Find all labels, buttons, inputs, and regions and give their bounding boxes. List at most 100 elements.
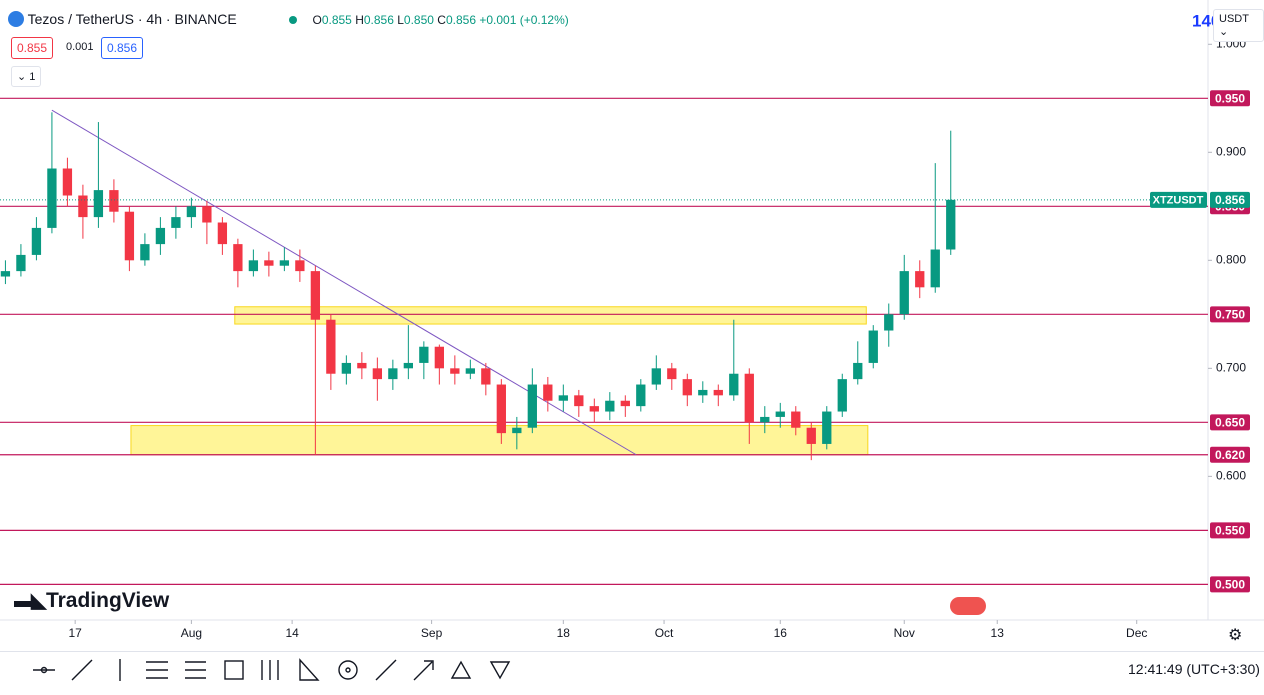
- candle-body: [388, 368, 398, 380]
- last-price-name: XTZUSDT: [1153, 195, 1204, 207]
- candle-body: [155, 227, 166, 245]
- tool-arrow-down[interactable]: [489, 661, 511, 680]
- timezone[interactable]: (UTC+3:30): [1186, 661, 1260, 677]
- level-label: 0.620: [1215, 448, 1245, 462]
- candle-body: [558, 395, 568, 401]
- candle-body: [744, 373, 754, 423]
- x-tick-label: 14: [285, 626, 299, 640]
- level-label-box: [1210, 306, 1250, 323]
- candle-body: [434, 346, 444, 369]
- y-tick-label: 0.700: [1216, 360, 1246, 374]
- level-label: 0.950: [1215, 91, 1245, 105]
- level-label-box: [1210, 446, 1250, 463]
- settings-icon[interactable]: ⚙: [1228, 627, 1243, 644]
- tool-arrow[interactable]: [413, 660, 434, 681]
- clock: 12:41:49 (UTC+3:30): [1128, 661, 1260, 677]
- candle-body: [651, 368, 661, 385]
- candle-body: [140, 244, 150, 261]
- candle-body: [357, 362, 367, 369]
- trendline: [51, 109, 637, 456]
- tool-circle[interactable]: [338, 660, 358, 680]
- market-status: [288, 16, 297, 24]
- level-label-box: [1210, 414, 1250, 431]
- last-price-label: 0.856: [1215, 193, 1245, 207]
- ask-button[interactable]: 0.856: [101, 37, 144, 59]
- candle-body: [806, 427, 816, 444]
- y-tick-label: 0.900: [1216, 144, 1246, 158]
- events-icon[interactable]: [950, 597, 986, 618]
- candle-body: [930, 249, 940, 288]
- toolbar-icons: [33, 658, 511, 681]
- candle-body: [946, 199, 956, 250]
- candle-body: [636, 384, 646, 407]
- last-price-box: [1210, 191, 1250, 208]
- candle-body: [31, 227, 42, 255]
- candle-body: [713, 389, 723, 396]
- x-tick-label: 17: [68, 626, 82, 640]
- candle-body: [822, 411, 832, 444]
- level-label-box: [1210, 576, 1250, 593]
- tool-brush[interactable]: [375, 659, 397, 681]
- candle-body: [620, 400, 630, 407]
- events-badge: [950, 597, 986, 615]
- ohlc-value: 0.855: [321, 13, 352, 27]
- indicator-count: 1: [29, 71, 36, 83]
- candle-body: [248, 260, 259, 272]
- candle-body: [124, 211, 135, 261]
- tool-pattern[interactable]: [261, 660, 279, 680]
- last-price-name-box: [1150, 191, 1207, 208]
- tool-rectangle[interactable]: [224, 660, 244, 680]
- symbol-bar: Tezos / TetherUS · 4h · BINANCE O0.855 H…: [8, 11, 569, 27]
- candle-body: [109, 190, 119, 212]
- candle-body: [512, 427, 522, 434]
- candle-body: [264, 260, 274, 266]
- candle-body: [0, 271, 11, 277]
- y-tick-label: 0.800: [1216, 252, 1246, 266]
- candle-body: [682, 379, 692, 396]
- x-tick-label: Nov: [894, 626, 915, 640]
- tool-arrow-up[interactable]: [450, 660, 472, 679]
- tool-parallel-channel[interactable]: [146, 661, 168, 679]
- candle-body: [496, 384, 506, 434]
- candle-body: [295, 260, 305, 272]
- candle-body: [310, 271, 321, 320]
- candle-body: [93, 190, 104, 218]
- level-label: 0.550: [1215, 524, 1245, 538]
- ohlc-value: 0.850: [403, 13, 434, 27]
- level-label: 0.650: [1215, 416, 1245, 430]
- ohlc-key: H: [355, 13, 364, 27]
- candle-body: [868, 330, 878, 363]
- candle-body: [279, 260, 290, 266]
- tool-horizontal-ray[interactable]: [33, 666, 55, 674]
- candle-body: [574, 395, 584, 407]
- candle-body: [853, 362, 863, 380]
- level-label: 0.750: [1215, 307, 1245, 321]
- candle-body: [589, 406, 599, 412]
- currency-select[interactable]: USDT ⌄: [1213, 9, 1264, 42]
- candle-body: [465, 368, 475, 374]
- brand-name: TradingView: [45, 589, 170, 612]
- candle-body: [217, 222, 228, 245]
- ohlc-value: 0.856: [363, 13, 394, 27]
- tool-trendline[interactable]: [71, 659, 93, 681]
- chart: تحلیل تزوس | قسمت 6 | تایم فریم 4 ساعته …: [0, 0, 1264, 650]
- candle-body: [837, 379, 847, 412]
- tool-fib[interactable]: [185, 661, 206, 679]
- bid-button[interactable]: 0.855: [11, 37, 54, 59]
- ohlc-value: 0.856: [445, 13, 476, 27]
- indicator-toggle[interactable]: ⌄ 1: [11, 66, 42, 87]
- candle-body: [171, 217, 181, 228]
- background: [0, 0, 1264, 650]
- candle-body: [186, 206, 197, 218]
- drawing-toolbar: 12:41:49 (UTC+3:30): [0, 651, 1264, 690]
- symbol-icon: [8, 11, 24, 27]
- symbol[interactable]: Tezos / TetherUS · 4h · BINANCE: [27, 11, 237, 27]
- ohlc-key: L: [397, 13, 404, 27]
- level-label-box: [1210, 90, 1250, 107]
- tool-projection[interactable]: [299, 658, 320, 681]
- x-tick-label: 13: [991, 626, 1005, 640]
- brand-logo: ▬◣: [14, 590, 46, 612]
- candle-body: [78, 195, 88, 218]
- candle-body: [543, 384, 553, 401]
- ohlc: O0.855 H0.856 L0.850 C0.856 +0.001 (+0.1…: [312, 13, 568, 27]
